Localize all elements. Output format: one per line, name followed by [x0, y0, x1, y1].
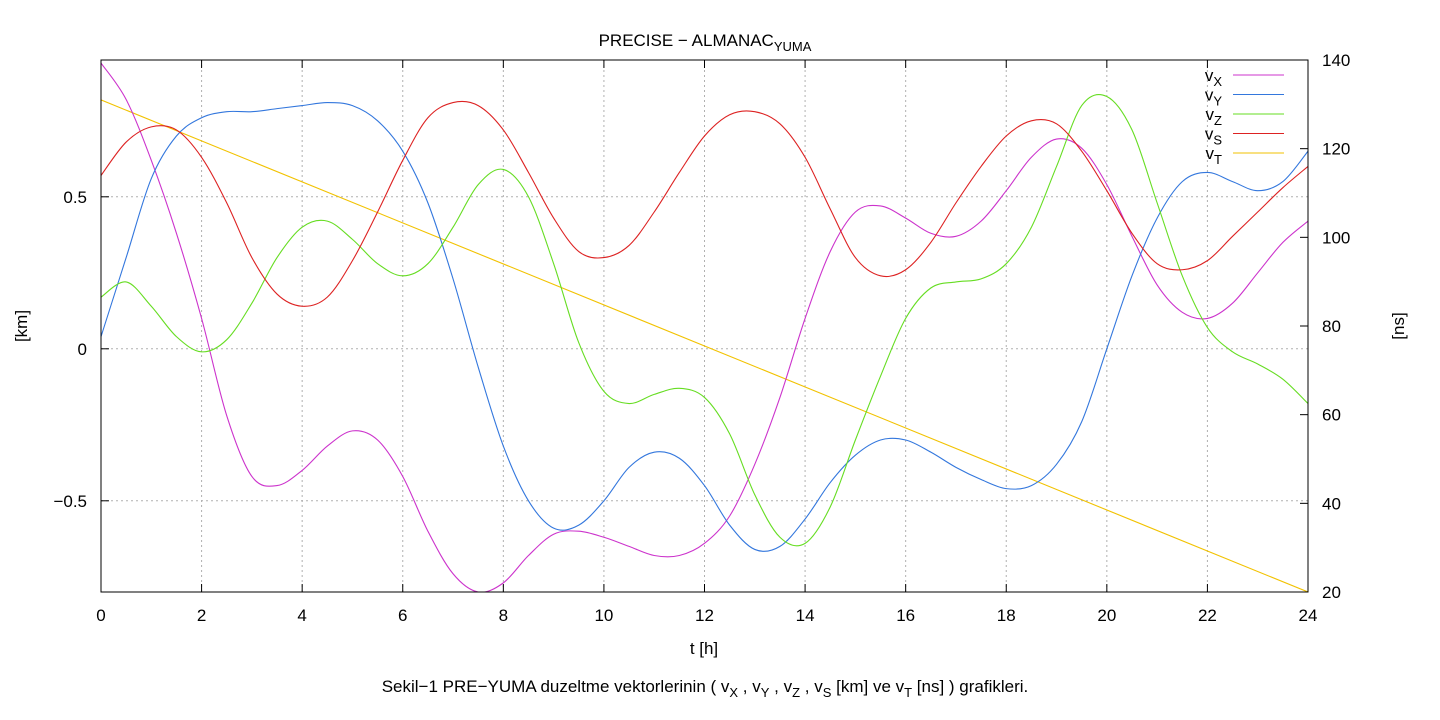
plot-area: [101, 62, 1308, 592]
x-tick-label: 2: [197, 606, 206, 625]
x-tick-label: 8: [499, 606, 508, 625]
x-tick-label: 16: [896, 606, 915, 625]
series-line-s: [101, 100, 1308, 307]
x-tick-label: 6: [398, 606, 407, 625]
x-tick-label: 20: [1097, 606, 1116, 625]
series-line-z: [101, 93, 1308, 547]
legend-label-x: vX: [1205, 66, 1223, 89]
x-tick-label: 14: [796, 606, 815, 625]
svg-text:PRECISE − ALMANACYUMA: PRECISE − ALMANACYUMA: [599, 31, 812, 54]
legend-label-t: vT: [1206, 144, 1223, 167]
series-line-x: [101, 62, 1308, 592]
axis-ticks: 0 2 4 6 8 10 12 14 16 18 20 22 24−0.500.520406080100…: [53, 51, 1350, 625]
y-tick-label-right: 60: [1322, 406, 1341, 425]
x-axis-label: t [h]: [690, 639, 718, 658]
x-tick-label: 10: [594, 606, 613, 625]
y-tick-label-left: 0: [78, 340, 87, 359]
series-line-y: [101, 102, 1308, 552]
y-axis-label-left: [km]: [12, 310, 31, 342]
legend-label-y: vY: [1205, 86, 1223, 109]
x-tick-label: 4: [297, 606, 306, 625]
x-tick-label: 18: [997, 606, 1016, 625]
chart-title: PRECISE − ALMANACYUMA: [599, 31, 812, 54]
y-tick-label-right: 20: [1322, 583, 1341, 602]
chart-title-main: PRECISE − ALMANAC: [599, 31, 774, 50]
y-tick-label-left: 0.5: [63, 188, 87, 207]
y-tick-label-right: 80: [1322, 317, 1341, 336]
y-tick-label-right: 140: [1322, 51, 1350, 70]
y-tick-label-right: 100: [1322, 228, 1350, 247]
y-tick-label-left: −0.5: [53, 492, 87, 511]
x-tick-label: 12: [695, 606, 714, 625]
y-axis-label-right: [ns]: [1389, 312, 1408, 339]
x-tick-label: 0: [96, 606, 105, 625]
legend-label-s: vS: [1205, 125, 1223, 148]
legend-label-z: vZ: [1206, 105, 1223, 128]
series-line-t: [101, 99, 1308, 592]
figure-caption: Sekil−1 PRE−YUMA duzeltme vektorlerinin …: [382, 677, 1029, 700]
x-tick-label: 22: [1198, 606, 1217, 625]
chart-title-sub: YUMA: [774, 39, 812, 54]
x-tick-label: 24: [1299, 606, 1318, 625]
y-tick-label-right: 120: [1322, 140, 1350, 159]
y-tick-label-right: 40: [1322, 494, 1341, 513]
grid: [101, 60, 1308, 592]
